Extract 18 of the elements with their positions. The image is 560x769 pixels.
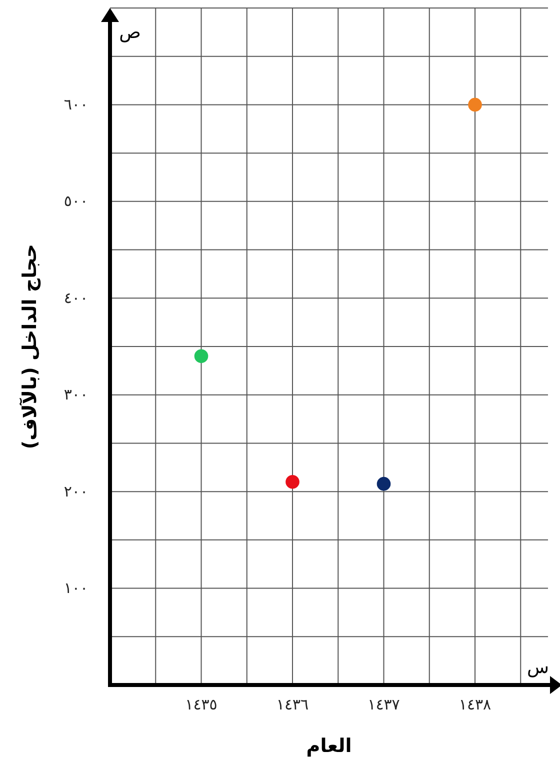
point bbox=[468, 98, 482, 112]
x-tick-label: ١٤٣٧ bbox=[368, 696, 400, 714]
y-tick-label: ٢٠٠ bbox=[64, 482, 88, 500]
y-axis-title: حجاج الداخل (بالآلاف) bbox=[19, 244, 41, 450]
point bbox=[376, 476, 391, 491]
y-tick-label: ٥٠٠ bbox=[64, 192, 88, 210]
point bbox=[286, 475, 300, 489]
y-tick-label: ٣٠٠ bbox=[64, 386, 88, 404]
point bbox=[194, 349, 208, 364]
y-tick-label: ١٠٠ bbox=[64, 579, 88, 598]
x-tick-label: ١٤٣٨ bbox=[458, 696, 492, 714]
annotation: ص bbox=[119, 22, 141, 43]
y-tick-label: ٦٠٠ bbox=[64, 96, 88, 114]
y-tick-label: ٤٠٠ bbox=[64, 288, 88, 307]
x-axis-title: العام bbox=[306, 735, 352, 757]
x-tick-label: ١٤٣٥ bbox=[185, 696, 218, 714]
x-tick-label: ١٤٣٦ bbox=[276, 696, 309, 714]
annotation: س bbox=[527, 657, 549, 678]
